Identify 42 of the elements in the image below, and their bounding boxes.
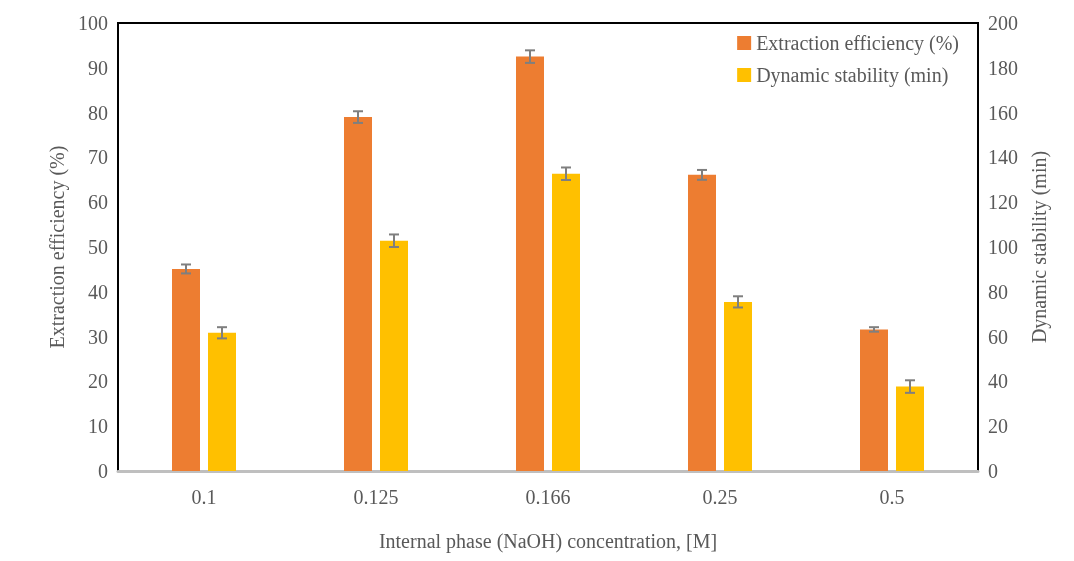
y-axis-title: Extraction efficiency (%) (46, 145, 70, 349)
y-tick-label: 40 (88, 280, 108, 303)
y-tick-label: 20 (88, 370, 108, 393)
x-tick-label: 0.125 (353, 486, 399, 508)
y2-tick-label: 180 (988, 56, 1018, 79)
y-tick-label: 30 (88, 325, 108, 348)
y2-tick-label: 0 (988, 460, 998, 482)
y2-tick-label: 160 (988, 101, 1018, 124)
y2-tick-label: 140 (988, 146, 1018, 169)
y2-tick-label: 80 (988, 280, 1008, 303)
bar (208, 332, 236, 471)
bar (172, 268, 200, 471)
y-tick-label: 70 (88, 146, 108, 169)
bar (724, 301, 752, 471)
y2-tick-label: 100 (988, 236, 1018, 258)
y-tick-label: 90 (88, 56, 108, 79)
bar (688, 174, 716, 471)
y-tick-label: 60 (88, 191, 108, 214)
y2-tick-label: 20 (988, 415, 1008, 438)
x-tick-label: 0.1 (191, 486, 217, 508)
y-tick-label: 10 (88, 415, 108, 438)
y-tick-label: 50 (88, 236, 108, 258)
y2-tick-label: 200 (988, 12, 1018, 34)
y2-tick-label: 60 (988, 325, 1008, 348)
x-tick-label: 0.25 (702, 486, 738, 508)
y-tick-label: 0 (98, 460, 108, 482)
x-axis-title: Internal phase (NaOH) concentration, [M] (378, 530, 718, 553)
y-tick-label: 100 (78, 12, 108, 34)
bar (344, 117, 372, 471)
bar (516, 56, 544, 471)
bar (860, 329, 888, 471)
bar (380, 240, 408, 471)
bar (896, 386, 924, 471)
bar (552, 173, 580, 471)
x-tick-label: 0.166 (525, 486, 571, 508)
x-tick-label: 0.5 (879, 486, 905, 508)
legend-label: Dynamic stability (min) (756, 64, 949, 87)
y2-tick-label: 40 (988, 370, 1008, 393)
legend-label: Extraction efficiency (%) (756, 32, 960, 55)
y2-axis-title: Dynamic stability (min) (1027, 150, 1051, 344)
y-tick-label: 80 (88, 101, 108, 124)
y2-tick-label: 120 (988, 191, 1018, 214)
